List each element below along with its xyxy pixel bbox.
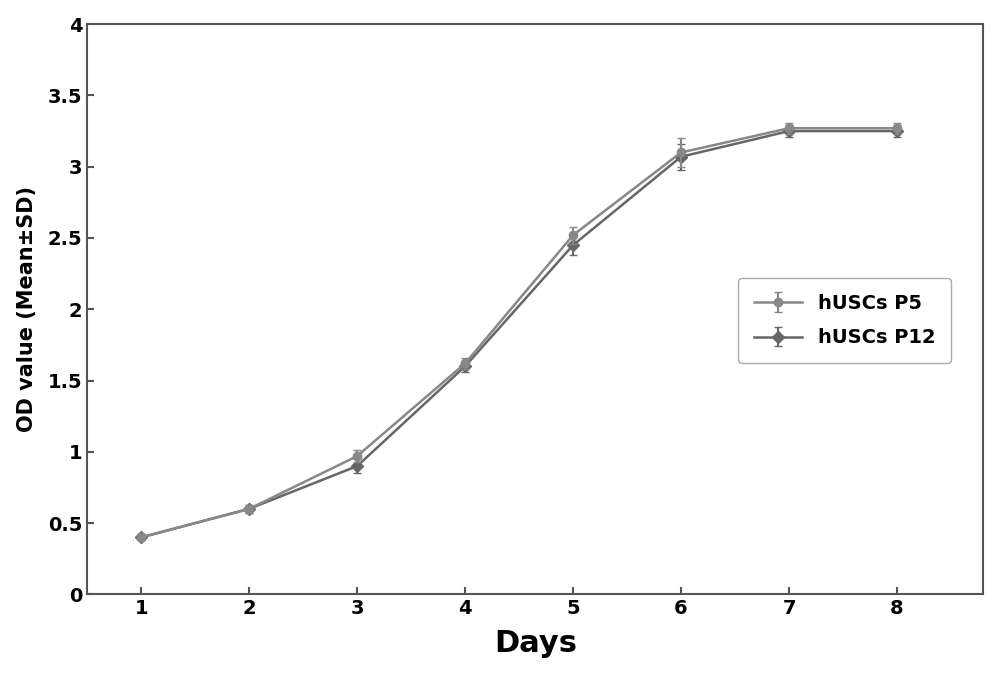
X-axis label: Days: Days: [494, 629, 577, 658]
Legend: hUSCs P5, hUSCs P12: hUSCs P5, hUSCs P12: [738, 278, 951, 363]
Y-axis label: OD value (Mean±SD): OD value (Mean±SD): [17, 186, 37, 432]
